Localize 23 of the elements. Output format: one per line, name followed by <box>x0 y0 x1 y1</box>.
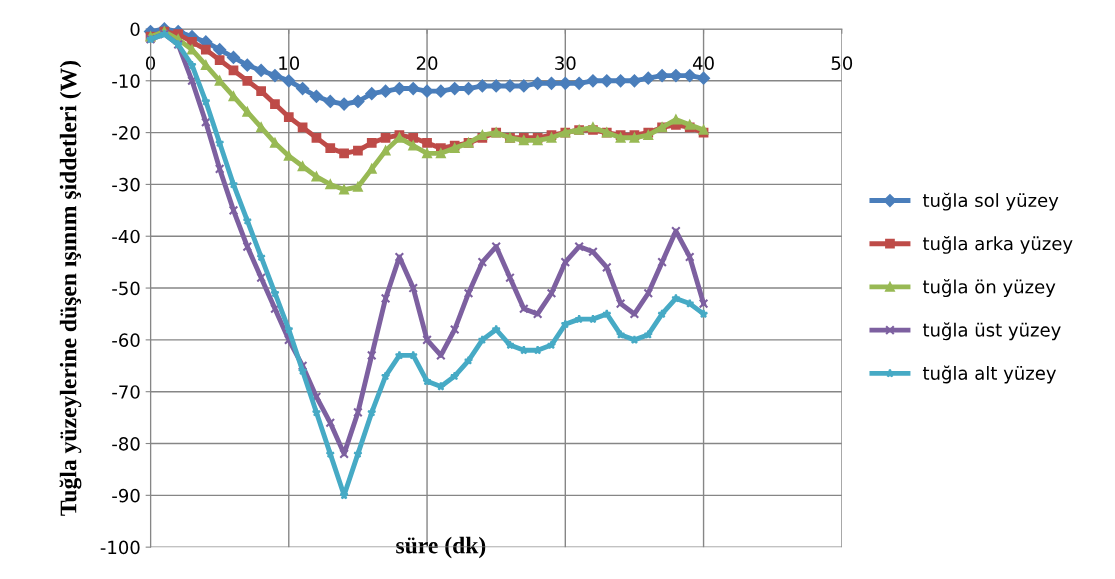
legend-label: tuğla alt yüzey <box>922 365 1057 384</box>
y-tick-label: -100 <box>100 540 140 555</box>
y-tick-label: -40 <box>112 229 140 244</box>
legend-label: tuğla ön yüzey <box>922 279 1056 298</box>
x-tick-label: 10 <box>279 56 300 71</box>
y-tick-label: -30 <box>112 177 140 192</box>
x-tick-label: 50 <box>831 56 853 71</box>
y-tick-label: -10 <box>112 74 140 88</box>
legend-label: tuğla üst yüzey <box>922 322 1061 341</box>
legend-label: tuğla sol yüzey <box>922 192 1059 211</box>
x-tick-label: 20 <box>416 56 438 71</box>
y-tick-label: 0 <box>130 22 140 37</box>
y-tick-label: -50 <box>112 281 140 296</box>
x-tick-label: 40 <box>692 56 714 71</box>
x-axis-title: süre (dk) <box>396 536 486 559</box>
y-tick-label: -60 <box>112 333 140 347</box>
x-tick-label: 30 <box>555 56 576 71</box>
legend-label: tuğla arka yüzey <box>922 235 1073 254</box>
y-tick-label: -80 <box>112 436 140 451</box>
y-tick-label: -20 <box>112 126 140 140</box>
y-axis-title: Tuğla yüzeylerine düşen ışınım şiddetleri (W) <box>59 60 82 516</box>
y-tick-label: -90 <box>112 488 140 503</box>
y-tick-label: -70 <box>112 385 140 399</box>
